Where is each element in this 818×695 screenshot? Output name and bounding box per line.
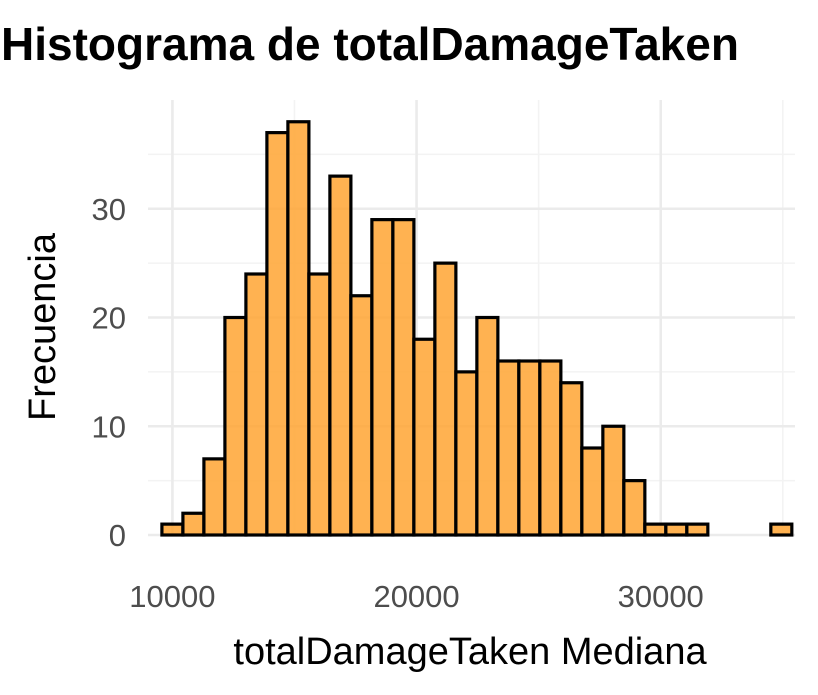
histogram-bar — [559, 381, 584, 537]
histogram-bars — [160, 120, 794, 537]
chart-title: Histograma de totalDamageTaken — [1, 18, 739, 70]
histogram-bar — [265, 131, 290, 537]
histogram-bar — [685, 522, 710, 537]
histogram-bar — [433, 261, 458, 537]
histogram-bar — [601, 424, 626, 537]
histogram-bar — [349, 294, 374, 537]
y-axis-ticks: 0 10 20 30 — [92, 192, 126, 553]
histogram-bar — [454, 370, 479, 537]
histogram-bar — [160, 522, 185, 537]
histogram-bar — [496, 359, 521, 537]
histogram-bar — [307, 272, 332, 537]
histogram-bar — [181, 511, 206, 537]
x-axis-title: totalDamageTaken Mediana — [233, 631, 707, 673]
histogram-bar — [223, 315, 248, 537]
histogram-bar — [244, 272, 269, 537]
y-tick-label: 20 — [92, 301, 126, 336]
y-axis-title: Frecuencia — [22, 232, 64, 421]
y-tick-label: 10 — [92, 409, 126, 444]
histogram-bar — [517, 359, 542, 537]
histogram-bar — [664, 522, 689, 537]
x-tick-label: 20000 — [373, 579, 459, 614]
histogram-bar — [580, 446, 605, 537]
x-axis-ticks: 10000 20000 30000 — [129, 579, 704, 614]
histogram-bar — [286, 120, 311, 537]
x-tick-label: 30000 — [618, 579, 704, 614]
histogram-bar — [328, 174, 353, 537]
histogram-bar — [475, 315, 500, 537]
histogram-bar — [538, 359, 563, 537]
histogram-bar — [391, 218, 416, 537]
histogram-bar — [769, 522, 794, 537]
histogram-bar — [643, 522, 668, 537]
x-tick-label: 10000 — [129, 579, 215, 614]
histogram-bar — [412, 337, 437, 537]
y-tick-label: 30 — [92, 192, 126, 227]
histogram-bar — [202, 457, 227, 537]
histogram-bar — [622, 479, 647, 537]
histogram-bar — [370, 218, 395, 537]
y-tick-label: 0 — [109, 518, 126, 553]
